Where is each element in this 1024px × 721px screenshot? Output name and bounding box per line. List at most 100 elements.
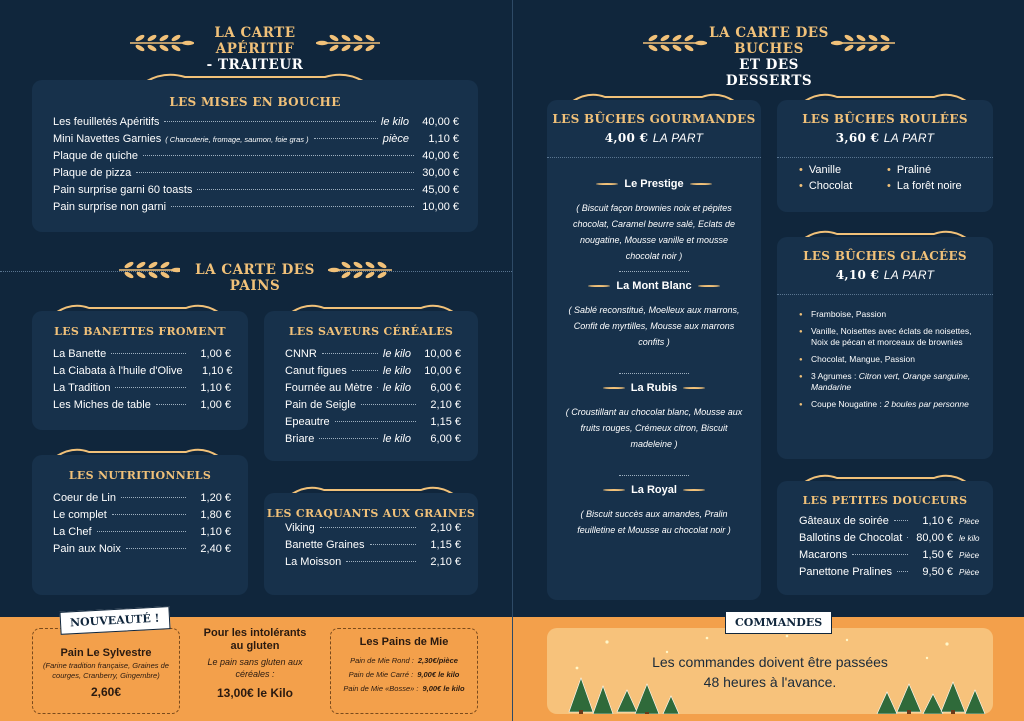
item-price: 40,00 €	[422, 116, 459, 128]
banettes-title: LES BANETTES FROMENT	[54, 325, 226, 338]
item-unit: le kilo	[382, 433, 411, 445]
roulees-items: • Vanille • Praliné • Chocolat • La forêt noire	[799, 164, 979, 192]
glacee-item: Chocolat, Mangue, Passion	[799, 354, 977, 366]
dot-leader	[111, 353, 186, 354]
gourmandes-title: LES BÛCHES GOURMANDES	[552, 112, 756, 126]
mie-title: Les Pains de Mie	[359, 636, 449, 648]
dotted-separator	[777, 157, 993, 158]
dot-leader	[171, 206, 414, 207]
price-row: Panettone Pralines 9,50 € Pièce	[799, 566, 985, 583]
glacees-price: 4,10 € LA PART	[777, 268, 993, 282]
pains-de-mie-box: Les Pains de Mie Pain de Mie Rond :2,30€…	[330, 628, 478, 714]
glacee-item: Coupe Nougatine : 2 boules par personne	[799, 399, 977, 411]
gourmandes-panel: LES BÛCHES GOURMANDES 4,00 € LA PART Le …	[547, 100, 761, 600]
aperitif-header-line1: LA CARTE APÉRITIF	[214, 25, 296, 57]
item-name: Macarons	[799, 549, 848, 561]
flourish-divider	[291, 304, 454, 313]
douceurs-rows: Gâteaux de soirée 1,10 € Pièce Ballotins de…	[799, 515, 985, 583]
price-row: Mini Navettes Garnies( Charcuterie, from…	[53, 133, 459, 150]
bullet-icon: •	[799, 164, 803, 176]
item-name: La Moisson	[285, 556, 342, 568]
item-name: La Banette	[53, 348, 107, 360]
aperitif-header-line2: - TRAITEUR	[206, 57, 304, 73]
saveurs-panel: LES SAVEURS CÉRÉALES CNNR le kilo 10,00 € C…	[264, 311, 478, 461]
craquants-panel: LES CRAQUANTS AUX GRAINES Viking 2,10 € Ba…	[264, 493, 478, 595]
buche-item: La Rubis ( Croustillant au chocolat blanc…	[559, 382, 749, 484]
craquants-rows: Viking 2,10 € Banette Graines 1,15 € La Mois…	[285, 522, 461, 573]
item-name: Coeur de Lin	[53, 492, 116, 504]
price-row: Fournée au Mètre le kilo 6,00 €	[285, 382, 461, 399]
left-page: LA CARTE APÉRITIF - TRAITEUR LES MISES E…	[0, 25, 512, 721]
roulee-label: Praliné	[896, 164, 932, 176]
price-row: Le complet 1,80 €	[53, 509, 231, 526]
mie-row: Pain de Mie «Bosse» :9,00€ le kilo	[331, 682, 477, 696]
item-price: 1,10 €	[200, 526, 231, 538]
buche-name: Le Prestige	[624, 178, 684, 190]
price-row: Pain surprise non garni 10,00 €	[53, 201, 459, 218]
glacee-text: Coupe Nougatine :	[811, 399, 885, 409]
mie-name: Pain de Mie Rond :	[350, 656, 414, 665]
glacees-title: LES BÛCHES GLACÉES	[803, 249, 967, 263]
glacee-text: Chocolat, Mangue, Passion	[811, 354, 915, 364]
item-unit: pièce	[382, 133, 409, 145]
mises-title: LES MISES EN BOUCHE	[169, 95, 341, 109]
wheat-sprig-icon	[316, 34, 380, 52]
roulee-item: • La forêt noire	[887, 180, 977, 192]
price-row: La Banette 1,00 €	[53, 348, 231, 365]
dot-leader	[893, 520, 908, 521]
desserts-header: LA CARTE DES BUCHES ET DES DESSERTS	[701, 25, 837, 89]
item-name: Panettone Pralines	[799, 566, 892, 578]
item-note: ( Charcuterie, fromage, saumon, foie gra…	[165, 135, 309, 144]
price-row: Coeur de Lin 1,20 €	[53, 492, 231, 509]
item-name: Viking	[285, 522, 315, 534]
gourmandes-price-value: 4,00 €	[604, 131, 649, 145]
buche-name: La Rubis	[630, 382, 678, 394]
item-unit: Pièce	[959, 517, 980, 526]
wheat-sprig-icon	[119, 261, 183, 279]
glacee-text: Framboise, Passion	[811, 309, 887, 319]
saveurs-rows: CNNR le kilo 10,00 € Canut figues le kilo 10,…	[285, 348, 461, 450]
buche-name-row: La Mont Blanc	[559, 280, 749, 292]
item-name: Epeautre	[285, 416, 330, 428]
item-unit: le kilo	[382, 382, 411, 394]
item-price: 1,80 €	[200, 509, 231, 521]
price-row: Les feuilletés Apéritifs le kilo 40,00 €	[53, 116, 459, 133]
mie-price: 9,00€ le kilo	[422, 684, 465, 693]
buche-name: La Mont Blanc	[616, 280, 692, 292]
item-price: 1,10 €	[200, 382, 231, 394]
dotted-separator	[777, 294, 993, 295]
glacee-detail: Citron vert, Orange sanguine, Mandarine	[811, 371, 971, 392]
douceurs-panel: LES PETITES DOUCEURS Gâteaux de soirée 1,…	[777, 481, 993, 595]
buche-desc: ( Croustillant au chocolat blanc, Mousse…	[565, 407, 743, 449]
wheat-sprig-icon	[831, 34, 895, 52]
glacee-text: 3 Agrumes :	[811, 371, 859, 381]
dot-leader	[319, 438, 378, 439]
roulees-price: 3,60 € LA PART	[777, 131, 993, 145]
desserts-header-line2: ET DES DESSERTS	[725, 57, 813, 89]
glacee-item: 3 Agrumes : Citron vert, Orange sanguine…	[799, 371, 977, 393]
price-row: Plaque de quiche 40,00 €	[53, 150, 459, 167]
item-price: 2,10 €	[430, 399, 461, 411]
glacee-detail: 2 boules par personne	[884, 399, 969, 409]
dot-leader	[321, 353, 378, 354]
glacee-text: Vanille, Noisettes avec éclats de noiset…	[811, 326, 972, 347]
price-row: CNNR le kilo 10,00 €	[285, 348, 461, 365]
flourish-left	[603, 489, 626, 491]
item-price: 10,00 €	[424, 365, 461, 377]
gluten-desc: Le pain sans gluten aux céréales :	[207, 657, 303, 679]
mie-price: 2,30€/pièce	[417, 656, 458, 665]
item-name: La Ciabata à l'huile d'Olive	[53, 365, 183, 377]
saveurs-title: LES SAVEURS CÉRÉALES	[288, 325, 454, 338]
item-name: Les Miches de table	[53, 399, 151, 411]
dot-leader	[313, 138, 378, 139]
mie-name: Pain de Mie Carré :	[348, 670, 414, 679]
wheat-sprig-icon	[328, 261, 392, 279]
price-row: Pain de Seigle 2,10 €	[285, 399, 461, 416]
dot-leader	[115, 387, 186, 388]
mie-row: Pain de Mie Rond :2,30€/pièce	[331, 654, 477, 668]
flourish-left	[588, 285, 611, 287]
item-name: Les feuilletés Apéritifs	[53, 116, 160, 128]
flourish-right	[682, 489, 705, 491]
flourish-divider	[572, 93, 735, 102]
dot-leader	[351, 370, 378, 371]
